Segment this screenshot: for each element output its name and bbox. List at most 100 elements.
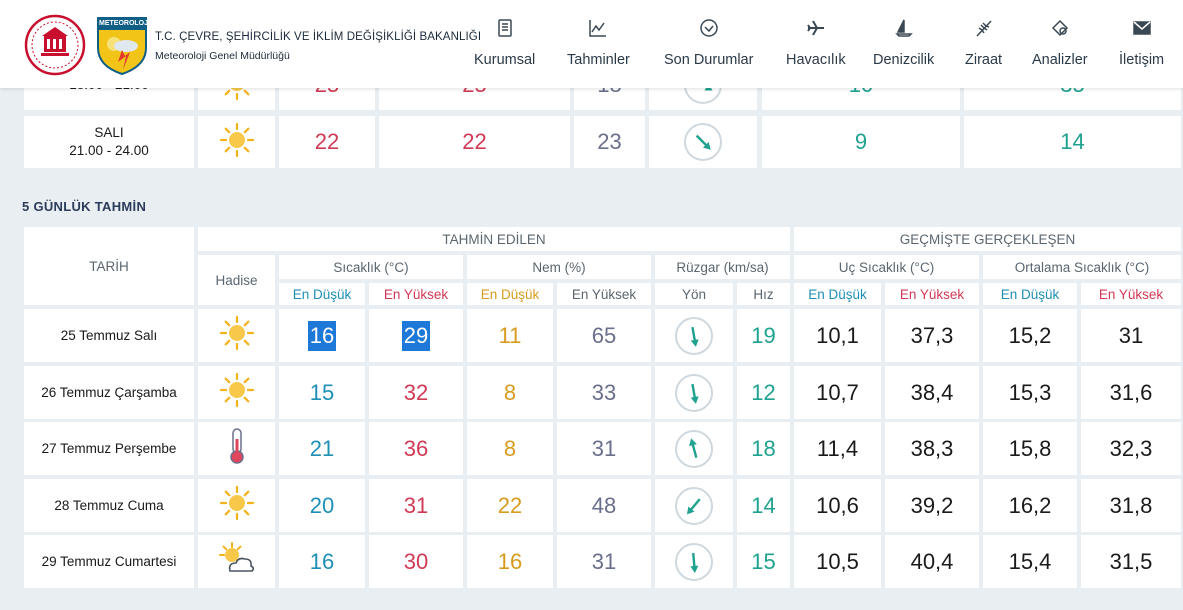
- nav-tahminler[interactable]: Tahminler: [567, 18, 630, 68]
- forecast-date: 25 Temmuz Salı: [24, 309, 194, 362]
- sub-wind-dir: Yön: [655, 283, 733, 305]
- temp-min-cell: 21: [279, 422, 365, 475]
- temp-max-cell: 30: [369, 535, 463, 588]
- wind-speed: 19: [737, 309, 790, 362]
- check-circle-icon: [664, 18, 753, 42]
- nav-label: Ziraat: [965, 52, 1003, 68]
- avg-temp-min: 15,4: [983, 535, 1077, 588]
- hourly-feels: 22: [379, 116, 570, 168]
- nav-ziraat[interactable]: Ziraat: [965, 18, 1002, 68]
- hourly-gust: 14: [964, 116, 1181, 168]
- header-avg-temp: Ortalama Sıcaklık (°C): [983, 255, 1181, 279]
- nav-son-durumlar[interactable]: Son Durumlar: [664, 18, 753, 68]
- document-icon: [474, 18, 535, 42]
- header-predicted: TAHMİN EDİLEN: [198, 227, 790, 251]
- extreme-temp-min: 10,5: [794, 535, 881, 588]
- extreme-temp-max: 38,3: [885, 422, 979, 475]
- forecast-date: 29 Temmuz Cumartesi: [24, 535, 194, 588]
- nav-label: Kurumsal: [474, 52, 536, 68]
- temp-max: 30: [403, 548, 429, 574]
- sub-avg-min: En Düşük: [983, 283, 1077, 305]
- avg-temp-max: 32,3: [1081, 422, 1181, 475]
- ministry-logo[interactable]: [22, 14, 88, 76]
- nav-label: Analizler: [1032, 52, 1088, 68]
- wind-arrow-icon: [675, 373, 713, 412]
- analysis-icon: [1032, 18, 1088, 42]
- nav-kurumsal[interactable]: Kurumsal: [474, 18, 535, 68]
- avg-temp-max: 31,8: [1081, 479, 1181, 532]
- forecast-event-cell: [198, 309, 275, 362]
- extreme-temp-min: 11,4: [794, 422, 881, 475]
- humidity-max: 65: [557, 309, 651, 362]
- nav-label: Havacılık: [786, 52, 846, 68]
- wheat-icon: [965, 18, 1002, 42]
- sailboat-icon: [873, 18, 934, 42]
- mail-icon: [1119, 18, 1164, 42]
- nav-label: İletişim: [1119, 52, 1165, 68]
- logo-text: METEOROLOJİ: [99, 20, 150, 27]
- temp-min: 20: [309, 492, 335, 518]
- temp-min: 21: [309, 435, 335, 461]
- temp-max-cell: 32: [369, 366, 463, 419]
- temp-max: 32: [403, 379, 429, 405]
- hourly-time: 21.00 - 24.00: [69, 143, 149, 158]
- hourly-weather-cell: [198, 116, 275, 168]
- sub-hum-max: En Yüksek: [557, 283, 651, 305]
- wind-arrow-icon: [684, 123, 722, 161]
- avg-temp-max: 31: [1081, 309, 1181, 362]
- nav-analizler[interactable]: Analizler: [1032, 18, 1088, 68]
- forecast-date: 26 Temmuz Çarşamba: [24, 366, 194, 419]
- nav-denizcilik[interactable]: Denizcilik: [873, 18, 934, 68]
- hourly-wind-speed: 9: [762, 116, 960, 168]
- humidity-max: 31: [557, 535, 651, 588]
- header-past: GEÇMİŞTE GERÇEKLEŞEN: [794, 227, 1181, 251]
- wind-arrow-icon: [675, 316, 713, 355]
- humidity-max: 31: [557, 422, 651, 475]
- avg-temp-min: 15,2: [983, 309, 1077, 362]
- extreme-temp-max: 40,4: [885, 535, 979, 588]
- wind-speed: 18: [737, 422, 790, 475]
- extreme-temp-max: 38,4: [885, 366, 979, 419]
- nav-havacilik[interactable]: Havacılık: [786, 18, 846, 68]
- temp-max-cell: 29: [369, 309, 463, 362]
- header-humidity: Nem (%): [467, 255, 651, 279]
- temp-max: 31: [403, 492, 429, 518]
- meteorology-logo[interactable]: METEOROLOJİ: [96, 14, 150, 76]
- avg-temp-min: 15,3: [983, 366, 1077, 419]
- temp-min: 15: [309, 379, 335, 405]
- sub-wind-speed: Hız: [737, 283, 790, 305]
- avg-temp-max: 31,5: [1081, 535, 1181, 588]
- wind-direction-cell: [655, 422, 733, 475]
- sub-ext-min: En Düşük: [794, 283, 881, 305]
- hourly-temp: 22: [279, 116, 375, 168]
- wind-direction-cell: [655, 479, 733, 532]
- header-temperature: Sıcaklık (°C): [279, 255, 463, 279]
- extreme-temp-min: 10,1: [794, 309, 881, 362]
- temp-max: 29: [401, 320, 431, 351]
- sub-hum-min: En Düşük: [467, 283, 553, 305]
- sun-icon: [219, 485, 255, 526]
- thermometer-icon: [227, 427, 247, 470]
- temp-max-cell: 31: [369, 479, 463, 532]
- section-title: 5 GÜNLÜK TAHMİN: [22, 199, 147, 214]
- sub-ext-max: En Yüksek: [885, 283, 979, 305]
- temp-min-cell: 20: [279, 479, 365, 532]
- temp-min: 16: [307, 320, 337, 351]
- hourly-wind-dir-cell: [649, 116, 757, 168]
- forecast-date: 28 Temmuz Cuma: [24, 479, 194, 532]
- wind-speed: 15: [737, 535, 790, 588]
- nav-iletisim[interactable]: İletişim: [1119, 18, 1164, 68]
- wind-direction-cell: [655, 309, 733, 362]
- temp-max: 36: [403, 435, 429, 461]
- ministry-name: T.C. ÇEVRE, ŞEHİRCİLİK VE İKLİM DEĞİŞİKL…: [155, 31, 482, 43]
- temp-min-cell: 16: [279, 535, 365, 588]
- humidity-min: 8: [467, 422, 553, 475]
- avg-temp-min: 15,8: [983, 422, 1077, 475]
- sun-icon: [219, 372, 255, 413]
- wind-arrow-icon: [675, 542, 713, 581]
- header-extreme-temp: Uç Sıcaklık (°C): [794, 255, 979, 279]
- hourly-day: SALI: [94, 125, 124, 140]
- extreme-temp-min: 10,7: [794, 366, 881, 419]
- extreme-temp-min: 10,6: [794, 479, 881, 532]
- header-wind: Rüzgar (km/sa): [655, 255, 790, 279]
